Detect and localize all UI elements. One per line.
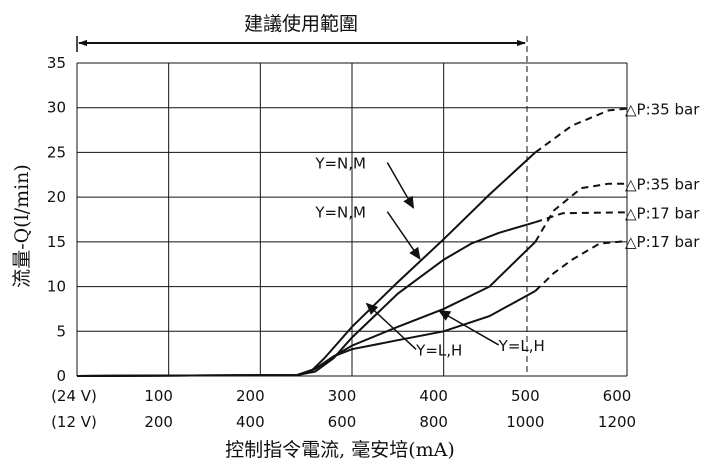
curves (76, 107, 628, 377)
grid (76, 62, 628, 377)
series-extension-3 (534, 211, 628, 224)
series-extension-4 (534, 240, 628, 292)
x-tick-row-prefix: (24 V) (51, 387, 97, 405)
curve-callouts: Y=N,M Y=N,M Y=L,H Y=L,H (314, 155, 544, 360)
x-tick-label: 200 (236, 387, 265, 405)
x-tick-label: 600 (328, 413, 357, 431)
recommended-range-label: 建議使用範圍 (244, 13, 358, 35)
series-end-label: △P:35 bar (625, 176, 700, 194)
series-end-label: △P:17 bar (625, 204, 700, 222)
series-line-3 (76, 221, 536, 377)
y-tick-label: 35 (47, 54, 66, 72)
y-tick-label: 0 (56, 367, 66, 385)
x-tick-label: 400 (236, 413, 265, 431)
y-tick-labels: 0 5 10 15 20 25 30 35 (47, 54, 66, 385)
y-tick-label: 5 (56, 322, 66, 340)
x-tick-label: 1200 (598, 413, 636, 431)
x-tick-label: 600 (603, 387, 632, 405)
x-tick-label: 300 (328, 387, 357, 405)
x-tick-row-prefix: (12 V) (51, 413, 97, 431)
callout-arrow-1 (386, 162, 415, 209)
x-tick-labels: (24 V) 100 200 300 400 500 600 (12 V) 200 400 600 8… (51, 387, 636, 431)
x-tick-label: 1000 (506, 413, 544, 431)
x-tick-label: 400 (419, 387, 448, 405)
callout-label: Y=N,M (314, 155, 366, 173)
series-extension-2 (534, 182, 627, 243)
x-tick-label: 200 (144, 413, 173, 431)
callout-label: Y=L,H (498, 337, 545, 355)
callout-label: Y=L,H (415, 341, 462, 359)
series-end-label: △P:35 bar (625, 101, 700, 119)
curve-end-labels: △P:35 bar △P:35 bar △P:17 bar △P:17 bar (625, 101, 700, 251)
series-line-1 (76, 151, 536, 377)
y-tick-label: 10 (47, 278, 66, 296)
callout-arrow-3 (365, 302, 417, 350)
x-tick-label: 500 (511, 387, 540, 405)
series-line-4 (76, 290, 536, 377)
y-tick-label: 25 (47, 143, 66, 161)
y-tick-label: 15 (47, 233, 66, 251)
y-tick-label: 20 (47, 188, 66, 206)
x-axis-title: 控制指令電流, 毫安培(mA) (225, 439, 455, 461)
series-extension-1 (534, 107, 628, 154)
x-tick-label: 800 (419, 413, 448, 431)
series-end-label: △P:17 bar (625, 233, 700, 251)
callout-label: Y=N,M (314, 204, 366, 222)
x-tick-label: 100 (144, 387, 173, 405)
y-axis-title: 流量-Q(l/min) (11, 164, 33, 288)
callout-arrow-4 (438, 310, 500, 346)
series-line-2 (76, 241, 536, 377)
y-tick-label: 30 (47, 99, 66, 117)
callout-arrow-2 (386, 211, 421, 260)
